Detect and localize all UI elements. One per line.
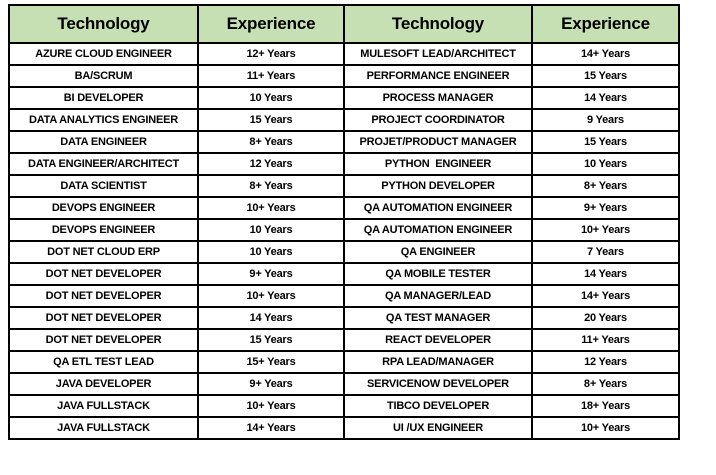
table-header-row: Technology Experience Technology Experie… xyxy=(8,4,680,44)
table-row: DOT NET DEVELOPER 10+ Years QA MANAGER/LEA… xyxy=(8,284,680,308)
technology-cell: JAVA DEVELOPER xyxy=(8,372,199,396)
table-row: DATA ANALYTICS ENGINEER 15 Years PROJECT C… xyxy=(8,108,680,132)
experience-cell: 20 Years xyxy=(531,306,680,330)
table-body: AZURE CLOUD ENGINEER 12+ Years MULESOFT LE… xyxy=(8,42,680,440)
experience-cell: 11+ Years xyxy=(531,328,680,352)
table-row: DOT NET DEVELOPER 9+ Years QA MOBILE TESTE… xyxy=(8,262,680,286)
header-experience-left: Experience xyxy=(197,4,345,44)
table-row: DOT NET DEVELOPER 15 Years REACT DEVELOPER… xyxy=(8,328,680,352)
table-row: DOT NET DEVELOPER 14 Years QA TEST MANAGER… xyxy=(8,306,680,330)
experience-cell: 15 Years xyxy=(197,108,345,132)
technology-cell: DOT NET CLOUD ERP xyxy=(8,240,199,264)
experience-cell: 7 Years xyxy=(531,240,680,264)
experience-cell: 8+ Years xyxy=(197,174,345,198)
technology-cell: PERFORMANCE ENGINEER xyxy=(343,64,533,88)
technology-cell: DOT NET DEVELOPER xyxy=(8,306,199,330)
technology-cell: DATA ENGINEER xyxy=(8,130,199,154)
experience-cell: 10 Years xyxy=(197,86,345,110)
technology-cell: DOT NET DEVELOPER xyxy=(8,328,199,352)
table-row: BA/SCRUM 11+ Years PERFORMANCE ENGINEER 15 … xyxy=(8,64,680,88)
experience-cell: 14 Years xyxy=(197,306,345,330)
technology-cell: DEVOPS ENGINEER xyxy=(8,196,199,220)
technology-cell: PYTHON DEVELOPER xyxy=(343,174,533,198)
header-technology-right: Technology xyxy=(343,4,533,44)
technology-cell: QA ETL TEST LEAD xyxy=(8,350,199,374)
technology-cell: AZURE CLOUD ENGINEER xyxy=(8,42,199,66)
table-row: JAVA FULLSTACK 14+ Years UI /UX ENGINEER 10… xyxy=(8,416,680,440)
experience-cell: 15 Years xyxy=(531,64,680,88)
table-row: JAVA DEVELOPER 9+ Years SERVICENOW DEVELOP… xyxy=(8,372,680,396)
experience-cell: 9+ Years xyxy=(197,262,345,286)
experience-cell: 10+ Years xyxy=(531,416,680,440)
experience-cell: 12 Years xyxy=(197,152,345,176)
experience-cell: 14 Years xyxy=(531,262,680,286)
technology-cell: RPA LEAD/MANAGER xyxy=(343,350,533,374)
technology-cell: QA MANAGER/LEAD xyxy=(343,284,533,308)
experience-cell: 15+ Years xyxy=(197,350,345,374)
technology-cell: MULESOFT LEAD/ARCHITECT xyxy=(343,42,533,66)
technology-cell: DOT NET DEVELOPER xyxy=(8,284,199,308)
technology-cell: PROJET/PRODUCT MANAGER xyxy=(343,130,533,154)
technology-cell: DATA SCIENTIST xyxy=(8,174,199,198)
technology-cell: TIBCO DEVELOPER xyxy=(343,394,533,418)
experience-cell: 10+ Years xyxy=(197,394,345,418)
table-row: DEVOPS ENGINEER 10+ Years QA AUTOMATION EN… xyxy=(8,196,680,220)
table-row: DATA SCIENTIST 8+ Years PYTHON DEVELOPER 8+… xyxy=(8,174,680,198)
technology-cell: SERVICENOW DEVELOPER xyxy=(343,372,533,396)
technology-cell: BI DEVELOPER xyxy=(8,86,199,110)
technology-cell: QA MOBILE TESTER xyxy=(343,262,533,286)
technology-cell: QA AUTOMATION ENGINEER xyxy=(343,196,533,220)
experience-cell: 14+ Years xyxy=(531,284,680,308)
experience-cell: 9 Years xyxy=(531,108,680,132)
header-experience-right: Experience xyxy=(531,4,680,44)
experience-cell: 12+ Years xyxy=(197,42,345,66)
table-row: AZURE CLOUD ENGINEER 12+ Years MULESOFT LE… xyxy=(8,42,680,66)
technology-cell: QA TEST MANAGER xyxy=(343,306,533,330)
technology-cell: REACT DEVELOPER xyxy=(343,328,533,352)
experience-cell: 10 Years xyxy=(197,218,345,242)
technology-cell: JAVA FULLSTACK xyxy=(8,394,199,418)
experience-cell: 9+ Years xyxy=(531,196,680,220)
technology-cell: PROJECT COORDINATOR xyxy=(343,108,533,132)
table-row: BI DEVELOPER 10 Years PROCESS MANAGER 14 Ye… xyxy=(8,86,680,110)
experience-cell: 15 Years xyxy=(197,328,345,352)
experience-cell: 12 Years xyxy=(531,350,680,374)
table-row: QA ETL TEST LEAD 15+ Years RPA LEAD/MANAGE… xyxy=(8,350,680,374)
header-technology-left: Technology xyxy=(8,4,199,44)
technology-cell: QA ENGINEER xyxy=(343,240,533,264)
experience-cell: 8+ Years xyxy=(197,130,345,154)
experience-cell: 8+ Years xyxy=(531,174,680,198)
technology-experience-table: Technology Experience Technology Experie… xyxy=(8,4,680,440)
table-row: DEVOPS ENGINEER 10 Years QA AUTOMATION ENG… xyxy=(8,218,680,242)
experience-cell: 10+ Years xyxy=(197,196,345,220)
experience-cell: 10+ Years xyxy=(197,284,345,308)
technology-cell: DATA ENGINEER/ARCHITECT xyxy=(8,152,199,176)
technology-cell: UI /UX ENGINEER xyxy=(343,416,533,440)
experience-cell: 14+ Years xyxy=(197,416,345,440)
experience-cell: 9+ Years xyxy=(197,372,345,396)
experience-cell: 18+ Years xyxy=(531,394,680,418)
experience-cell: 10 Years xyxy=(197,240,345,264)
table-row: DATA ENGINEER/ARCHITECT 12 Years PYTHON EN… xyxy=(8,152,680,176)
technology-cell: QA AUTOMATION ENGINEER xyxy=(343,218,533,242)
experience-cell: 10+ Years xyxy=(531,218,680,242)
technology-cell: DOT NET DEVELOPER xyxy=(8,262,199,286)
technology-cell: BA/SCRUM xyxy=(8,64,199,88)
technology-cell: DEVOPS ENGINEER xyxy=(8,218,199,242)
technology-cell: DATA ANALYTICS ENGINEER xyxy=(8,108,199,132)
experience-cell: 15 Years xyxy=(531,130,680,154)
experience-cell: 8+ Years xyxy=(531,372,680,396)
technology-cell: JAVA FULLSTACK xyxy=(8,416,199,440)
table-row: JAVA FULLSTACK 10+ Years TIBCO DEVELOPER 18… xyxy=(8,394,680,418)
table-row: DOT NET CLOUD ERP 10 Years QA ENGINEER 7 Ye… xyxy=(8,240,680,264)
table-row: DATA ENGINEER 8+ Years PROJET/PRODUCT MANA… xyxy=(8,130,680,154)
experience-cell: 10 Years xyxy=(531,152,680,176)
experience-cell: 14 Years xyxy=(531,86,680,110)
experience-cell: 11+ Years xyxy=(197,64,345,88)
technology-cell: PROCESS MANAGER xyxy=(343,86,533,110)
experience-cell: 14+ Years xyxy=(531,42,680,66)
technology-cell: PYTHON ENGINEER xyxy=(343,152,533,176)
